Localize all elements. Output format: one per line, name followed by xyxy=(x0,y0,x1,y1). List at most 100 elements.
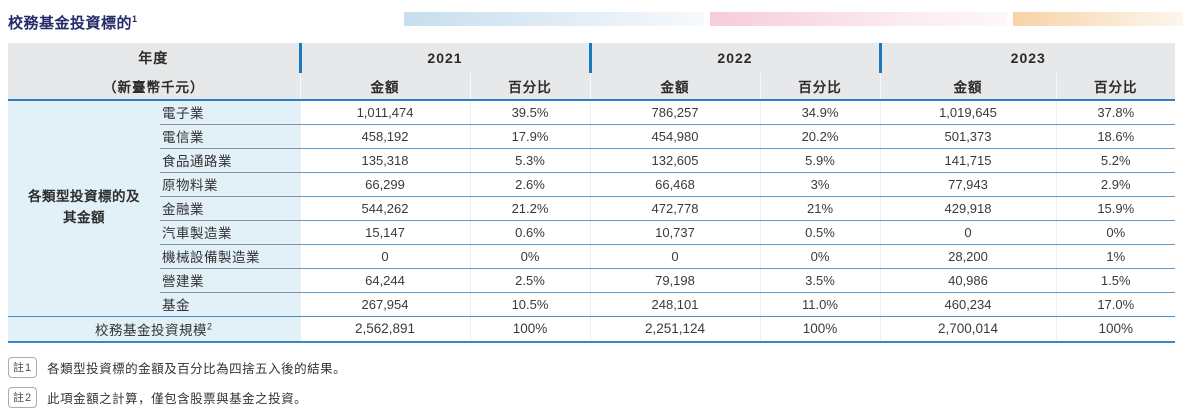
footnote-badge: 註1 xyxy=(8,357,38,378)
cell-percent: 5.3% xyxy=(469,148,590,173)
cell-amount: 2,562,891 xyxy=(299,316,470,343)
header-percent-label: 百分比 xyxy=(1055,73,1175,101)
header-percent-label: 百分比 xyxy=(759,73,880,101)
total-row: 校務基金投資規模2 2,562,891 100% 2,251,124 100% … xyxy=(8,316,1175,343)
cell-amount: 458,192 xyxy=(299,124,470,149)
cell-percent: 11.0% xyxy=(759,292,880,317)
header-year-label: 年度 xyxy=(8,43,300,73)
decor-strip-blue xyxy=(404,12,704,26)
row-label: 電子業 xyxy=(160,100,300,125)
header-year-2023: 2023 xyxy=(878,43,1175,73)
cell-amount: 267,954 xyxy=(299,292,470,317)
cell-amount: 66,299 xyxy=(299,172,470,197)
cell-amount: 132,605 xyxy=(589,148,760,173)
header-row-columns: （新臺幣千元） 金額 百分比 金額 百分比 金額 百分比 xyxy=(8,73,1175,101)
header-amount-label: 金額 xyxy=(879,73,1056,101)
cell-percent: 17.0% xyxy=(1055,292,1175,317)
decor-strip-orange xyxy=(1013,12,1183,26)
cell-amount: 40,986 xyxy=(879,268,1056,293)
header-year-2021: 2021 xyxy=(298,43,590,73)
cell-percent: 37.8% xyxy=(1055,100,1175,125)
cell-amount: 28,200 xyxy=(879,244,1056,269)
row-group-label: 各類型投資標的及其金額 xyxy=(8,100,160,317)
decor-strip-pink xyxy=(710,12,1007,26)
header-amount-label: 金額 xyxy=(299,73,470,101)
table-row: 原物料業 66,299 2.6% 66,468 3% 77,943 2.9% xyxy=(8,172,1175,197)
cell-amount: 544,262 xyxy=(299,196,470,221)
cell-percent: 0% xyxy=(759,244,880,269)
row-label: 電信業 xyxy=(160,124,300,149)
cell-amount: 460,234 xyxy=(879,292,1056,317)
table-row: 食品通路業 135,318 5.3% 132,605 5.9% 141,715 … xyxy=(8,148,1175,173)
cell-amount: 248,101 xyxy=(589,292,760,317)
header-unit-label: （新臺幣千元） xyxy=(8,73,300,101)
cell-percent: 17.9% xyxy=(469,124,590,149)
cell-percent: 0.5% xyxy=(759,220,880,245)
total-label: 校務基金投資規模2 xyxy=(8,316,300,343)
row-label: 汽車製造業 xyxy=(160,220,300,245)
cell-amount: 64,244 xyxy=(299,268,470,293)
row-label: 基金 xyxy=(160,292,300,317)
footnote: 註2 此項金額之計算，僅包含股票與基金之投資。 xyxy=(8,387,1183,408)
cell-percent: 0% xyxy=(1055,220,1175,245)
row-label: 原物料業 xyxy=(160,172,300,197)
cell-amount: 0 xyxy=(589,244,760,269)
cell-percent: 1% xyxy=(1055,244,1175,269)
cell-amount: 1,011,474 xyxy=(299,100,470,125)
page-title-text: 校務基金投資標的 xyxy=(8,15,133,32)
cell-amount: 501,373 xyxy=(879,124,1056,149)
cell-percent: 21% xyxy=(759,196,880,221)
cell-amount: 77,943 xyxy=(879,172,1056,197)
cell-amount: 2,251,124 xyxy=(589,316,760,343)
table-row: 汽車製造業 15,147 0.6% 10,737 0.5% 0 0% xyxy=(8,220,1175,245)
footnote-text: 此項金額之計算，僅包含股票與基金之投資。 xyxy=(47,392,308,406)
table-row: 電信業 458,192 17.9% 454,980 20.2% 501,373 … xyxy=(8,124,1175,149)
table-row: 營建業 64,244 2.5% 79,198 3.5% 40,986 1.5% xyxy=(8,268,1175,293)
cell-percent: 0.6% xyxy=(469,220,590,245)
cell-percent: 15.9% xyxy=(1055,196,1175,221)
cell-amount: 135,318 xyxy=(299,148,470,173)
cell-amount: 429,918 xyxy=(879,196,1056,221)
table-row: 基金 267,954 10.5% 248,101 11.0% 460,234 1… xyxy=(8,292,1175,317)
cell-percent: 21.2% xyxy=(469,196,590,221)
cell-amount: 0 xyxy=(879,220,1056,245)
cell-amount: 2,700,014 xyxy=(879,316,1056,343)
cell-percent: 2.9% xyxy=(1055,172,1175,197)
table-row: 金融業 544,262 21.2% 472,778 21% 429,918 15… xyxy=(8,196,1175,221)
row-label: 食品通路業 xyxy=(160,148,300,173)
cell-amount: 786,257 xyxy=(589,100,760,125)
row-label: 營建業 xyxy=(160,268,300,293)
footnote-badge: 註2 xyxy=(8,387,38,408)
header-percent-label: 百分比 xyxy=(469,73,590,101)
total-superscript: 2 xyxy=(206,321,213,332)
cell-amount: 0 xyxy=(299,244,470,269)
footnote-text: 各類型投資標的金額及百分比為四捨五入後的結果。 xyxy=(47,362,347,376)
footnote: 註1 各類型投資標的金額及百分比為四捨五入後的結果。 xyxy=(8,357,1183,378)
cell-percent: 2.5% xyxy=(469,268,590,293)
footnotes: 註1 各類型投資標的金額及百分比為四捨五入後的結果。 註2 此項金額之計算，僅包… xyxy=(8,357,1183,408)
cell-percent: 2.6% xyxy=(469,172,590,197)
table-row: 機械設備製造業 0 0% 0 0% 28,200 1% xyxy=(8,244,1175,269)
cell-percent: 34.9% xyxy=(759,100,880,125)
cell-percent: 20.2% xyxy=(759,124,880,149)
cell-percent: 3% xyxy=(759,172,880,197)
cell-percent: 1.5% xyxy=(1055,268,1175,293)
decor-strips xyxy=(404,12,1183,26)
cell-amount: 472,778 xyxy=(589,196,760,221)
cell-amount: 10,737 xyxy=(589,220,760,245)
cell-percent: 10.5% xyxy=(469,292,590,317)
cell-percent: 3.5% xyxy=(759,268,880,293)
cell-percent: 100% xyxy=(469,316,590,343)
row-label: 機械設備製造業 xyxy=(160,244,300,269)
cell-percent: 100% xyxy=(1055,316,1175,343)
row-label: 金融業 xyxy=(160,196,300,221)
table-row: 各類型投資標的及其金額 電子業 1,011,474 39.5% 786,257 … xyxy=(8,100,1175,317)
cell-amount: 79,198 xyxy=(589,268,760,293)
cell-amount: 15,147 xyxy=(299,220,470,245)
page-title: 校務基金投資標的1 xyxy=(8,12,1183,33)
cell-percent: 0% xyxy=(469,244,590,269)
header-year-2022: 2022 xyxy=(588,43,880,73)
cell-percent: 5.2% xyxy=(1055,148,1175,173)
cell-percent: 39.5% xyxy=(469,100,590,125)
title-superscript: 1 xyxy=(132,14,138,24)
